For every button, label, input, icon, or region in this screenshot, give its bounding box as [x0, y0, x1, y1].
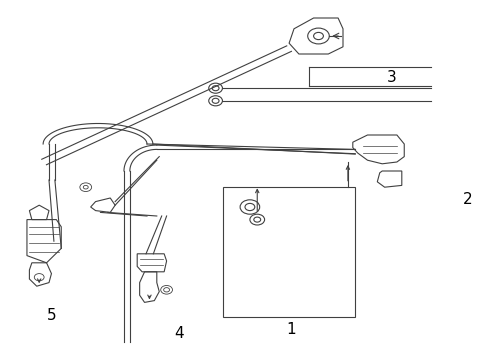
- Text: 5: 5: [47, 307, 56, 323]
- Bar: [223, 187, 355, 317]
- Text: 1: 1: [287, 322, 296, 337]
- Text: 4: 4: [174, 325, 184, 341]
- Text: 3: 3: [387, 70, 397, 85]
- Text: 2: 2: [463, 192, 473, 207]
